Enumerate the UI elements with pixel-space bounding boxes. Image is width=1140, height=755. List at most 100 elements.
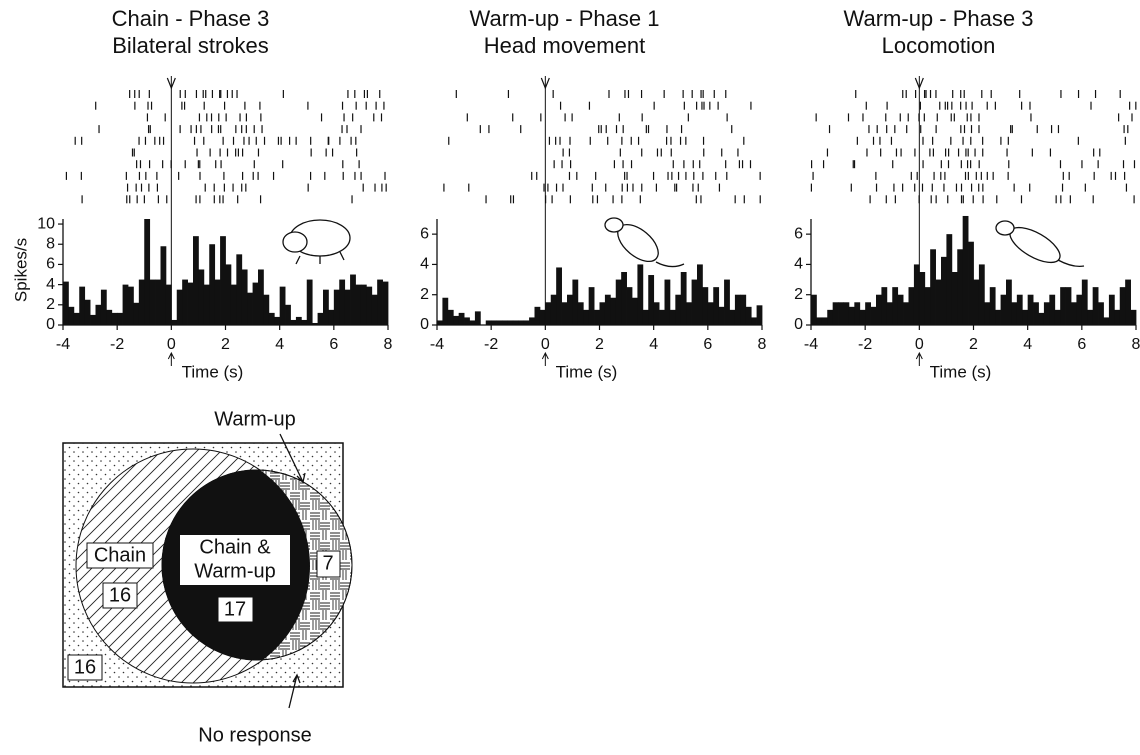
x-tick-label: 6 (329, 336, 338, 353)
x-axis-label: Time (s) (182, 362, 244, 381)
bar (1065, 287, 1072, 325)
bar (686, 302, 692, 325)
animal-sketch (604, 217, 685, 268)
label-box (86, 542, 154, 569)
y-tick-label: 6 (420, 225, 429, 242)
bar (73, 312, 80, 325)
bar (713, 287, 720, 325)
y-tick-label: 4 (46, 276, 55, 293)
bar (274, 316, 281, 325)
bar (567, 294, 573, 325)
bar (258, 269, 264, 325)
bar (659, 309, 665, 325)
bar (1043, 302, 1050, 325)
x-axis-label: Time (s) (930, 362, 992, 381)
bar (886, 302, 893, 325)
bar (203, 284, 210, 325)
bar (821, 317, 828, 325)
bar (702, 287, 709, 325)
bar (556, 267, 562, 325)
bar (941, 256, 947, 325)
bar (978, 264, 985, 325)
bar (1108, 294, 1115, 325)
bar (718, 306, 725, 325)
bar (263, 294, 270, 325)
venn-count: 16 (109, 584, 131, 606)
bar (133, 302, 140, 325)
bar (209, 244, 216, 325)
x-axis-label: Time (s) (556, 362, 618, 381)
bar (697, 264, 703, 325)
label-box (102, 582, 138, 609)
bar (512, 320, 519, 325)
bar (350, 274, 356, 325)
y-tick-label: 2 (794, 286, 803, 303)
bar (1006, 279, 1012, 325)
y-tick-label: 2 (46, 296, 55, 313)
bar (848, 306, 855, 325)
bar (198, 269, 205, 325)
bar (577, 302, 584, 325)
bar (138, 279, 145, 325)
bar (1081, 279, 1088, 325)
bar (811, 294, 817, 325)
bar (1060, 287, 1066, 325)
bar (859, 309, 866, 325)
bar (63, 281, 69, 325)
bar (892, 287, 899, 325)
event-arrow (915, 351, 923, 366)
bar (984, 302, 991, 325)
bar (458, 312, 465, 325)
x-tick-label: -2 (110, 336, 124, 353)
bar (545, 302, 552, 325)
x-tick-label: 2 (221, 336, 230, 353)
event-arrow (914, 77, 924, 90)
bar (930, 249, 936, 325)
bar (1125, 279, 1131, 325)
bar (561, 302, 568, 325)
bar (1049, 294, 1056, 325)
bar (333, 289, 340, 325)
bar (995, 309, 1001, 325)
y-tick-label: 8 (46, 235, 55, 252)
bar (1033, 302, 1039, 325)
x-tick-label: 4 (1023, 336, 1032, 353)
x-tick-label: -2 (484, 336, 498, 353)
bar (84, 299, 91, 325)
bar (1114, 309, 1121, 325)
bar (973, 279, 980, 325)
bar (632, 297, 638, 325)
venn-diagram: Chain 16 Chain & Warm-up 17 7 16 Warm-up… (62, 408, 353, 746)
venn-label: Warm-up (194, 560, 275, 582)
bar (1071, 302, 1077, 325)
x-tick-label: 4 (649, 336, 658, 353)
bar (832, 302, 839, 325)
bar (382, 281, 389, 325)
bar (951, 272, 958, 325)
bar (816, 317, 823, 325)
label-box (316, 550, 341, 578)
bar (144, 219, 151, 325)
bar (724, 279, 730, 325)
chart-subtitle: Bilateral strokes (112, 33, 269, 58)
bar (968, 241, 974, 325)
bar (1098, 302, 1104, 325)
bar (653, 302, 660, 325)
bar (187, 282, 194, 325)
bar (247, 292, 253, 325)
bar (155, 279, 161, 325)
bar (908, 287, 915, 325)
bar (1022, 309, 1029, 325)
bar (290, 319, 297, 325)
x-tick-label: 8 (758, 336, 767, 353)
venn-count: 16 (74, 656, 96, 678)
chart-subtitle: Head movement (484, 33, 645, 58)
label-box (217, 596, 254, 623)
x-tick-label: -4 (804, 336, 818, 353)
bar (583, 309, 590, 325)
bar (599, 302, 606, 325)
bar (323, 289, 329, 325)
y-tick-label: 6 (794, 225, 803, 242)
bar (160, 246, 167, 325)
